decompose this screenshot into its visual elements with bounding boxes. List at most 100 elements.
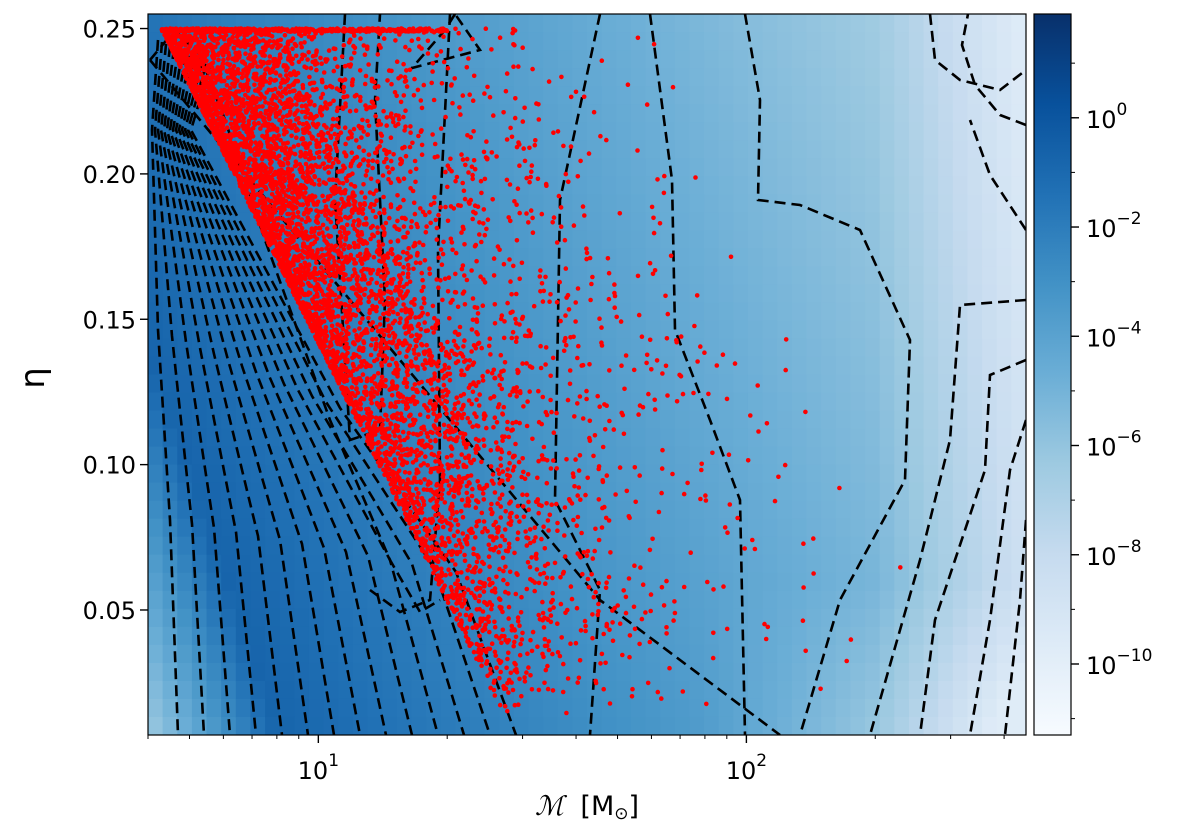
heatmap-cell: [250, 374, 266, 394]
scatter-point: [452, 289, 458, 295]
heatmap-cell: [177, 428, 193, 448]
heatmap-cell: [674, 86, 691, 105]
heatmap-cell: [148, 482, 164, 502]
scatter-point: [575, 174, 581, 179]
heatmap-cell: [294, 374, 310, 394]
heatmap-cell: [733, 284, 749, 304]
heatmap-cell: [938, 140, 954, 159]
heatmap-cell: [484, 320, 500, 340]
heatmap-cell: [148, 590, 164, 610]
heatmap-cell: [879, 428, 895, 448]
scatter-point: [452, 406, 457, 412]
heatmap-cell: [221, 608, 237, 628]
heatmap-cell: [338, 518, 354, 538]
heatmap-cell: [162, 500, 178, 520]
heatmap-cell: [674, 230, 691, 249]
scatter-point: [748, 413, 753, 418]
scatter-point: [605, 255, 611, 261]
scatter-point: [390, 356, 395, 362]
heatmap-cell: [630, 716, 647, 735]
heatmap-cell: [162, 320, 178, 340]
heatmap-cell: [484, 698, 500, 718]
scatter-point: [361, 148, 367, 154]
scatter-point: [580, 204, 586, 209]
heatmap-cell: [996, 428, 1012, 448]
scatter-point: [447, 377, 453, 383]
heatmap-cell: [177, 518, 193, 538]
heatmap-cell: [996, 32, 1012, 51]
heatmap-cell: [323, 446, 339, 466]
heatmap-cell: [148, 536, 164, 556]
heatmap-cell: [908, 392, 925, 412]
scatter-point: [550, 355, 556, 361]
scatter-point: [580, 362, 586, 368]
heatmap-cell: [835, 338, 851, 358]
heatmap-cell: [221, 392, 237, 412]
heatmap-cell: [704, 50, 720, 69]
heatmap-cell: [821, 482, 837, 502]
heatmap-cell: [162, 374, 178, 394]
heatmap-cell: [674, 50, 691, 69]
scatter-point: [600, 478, 605, 483]
heatmap-cell: [499, 698, 515, 718]
heatmap-cell: [674, 122, 691, 141]
heatmap-cell: [221, 266, 237, 285]
heatmap-cell: [908, 68, 925, 87]
heatmap-cell: [616, 482, 632, 502]
scatter-point: [489, 370, 495, 376]
scatter-point: [498, 352, 504, 358]
heatmap-cell: [162, 410, 178, 430]
heatmap-cell: [455, 122, 471, 141]
heatmap-cell: [645, 230, 661, 249]
heatmap-cell: [528, 374, 544, 394]
heatmap-cell: [806, 50, 822, 69]
heatmap-cell: [323, 32, 339, 51]
heatmap-cell: [601, 644, 617, 664]
heatmap-cell: [952, 410, 969, 430]
heatmap-cell: [850, 248, 866, 267]
scatter-point: [579, 530, 584, 536]
heatmap-cell: [835, 356, 851, 376]
heatmap-cell: [850, 374, 866, 394]
heatmap-cell: [791, 662, 808, 682]
heatmap-cell: [850, 104, 866, 123]
heatmap-cell: [850, 176, 866, 195]
scatter-point: [368, 236, 373, 242]
heatmap-cell: [455, 680, 471, 700]
heatmap-cell: [923, 536, 939, 556]
heatmap-cell: [967, 284, 983, 304]
heatmap-cell: [396, 50, 412, 69]
heatmap-cell: [747, 32, 764, 51]
heatmap-cell: [557, 158, 573, 177]
scatter-point: [378, 315, 383, 321]
scatter-point: [661, 190, 667, 196]
scatter-point: [281, 48, 286, 53]
scatter-point: [343, 101, 348, 106]
scatter-point: [401, 93, 407, 98]
scatter-point: [635, 148, 640, 153]
heatmap-cell: [689, 212, 705, 231]
heatmap-cell: [557, 554, 573, 574]
heatmap-cell: [499, 536, 515, 556]
heatmap-cell: [879, 572, 895, 592]
heatmap-cell: [791, 14, 808, 33]
heatmap-cell: [908, 104, 925, 123]
heatmap-cell: [601, 68, 617, 87]
heatmap-cell: [952, 284, 969, 304]
heatmap-cell: [718, 140, 734, 159]
heatmap-cell: [982, 302, 998, 322]
heatmap-cell: [206, 428, 222, 448]
heatmap-cell: [440, 626, 456, 646]
heatmap-cell: [762, 482, 778, 502]
heatmap-cell: [806, 176, 822, 195]
heatmap-cell: [806, 536, 822, 556]
heatmap-cell: [747, 68, 764, 87]
heatmap-cell: [791, 590, 808, 610]
heatmap-cell: [645, 248, 661, 267]
heatmap-cell: [733, 662, 749, 682]
heatmap-cell: [777, 104, 793, 123]
heatmap-cell: [718, 428, 734, 448]
heatmap-cell: [908, 554, 925, 574]
heatmap-cell: [762, 14, 778, 33]
scatter-point: [710, 450, 715, 456]
